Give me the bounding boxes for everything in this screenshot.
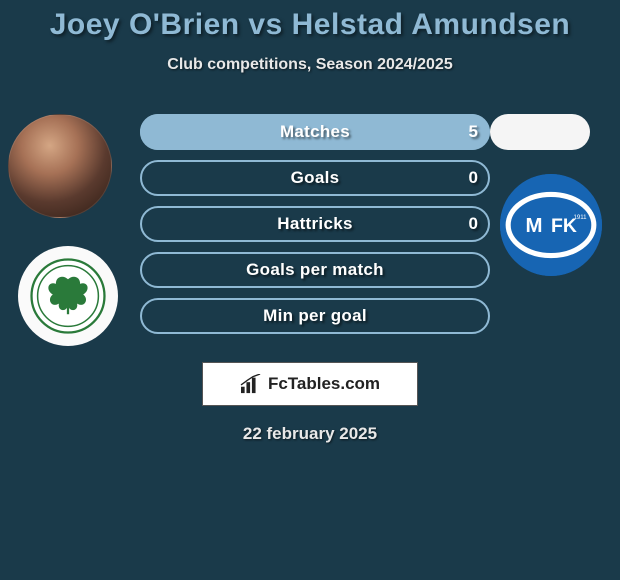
bar-outline bbox=[140, 160, 490, 196]
bar-outline bbox=[140, 252, 490, 288]
svg-text:M: M bbox=[526, 215, 543, 237]
stat-row: Min per goal bbox=[140, 298, 490, 334]
stats-area: M FK 1911 Matches5 Goals0 Hattricks0 Goals … bbox=[0, 114, 620, 344]
club-left-badge bbox=[18, 246, 118, 346]
stat-row: Goals0 bbox=[140, 160, 490, 196]
bar-fill bbox=[140, 114, 490, 150]
player-right-placeholder bbox=[490, 114, 590, 150]
date-label: 22 february 2025 bbox=[0, 424, 620, 444]
subtitle: Club competitions, Season 2024/2025 bbox=[0, 56, 620, 74]
stat-row: Hattricks0 bbox=[140, 206, 490, 242]
stat-bars: Matches5 Goals0 Hattricks0 Goals per match M… bbox=[140, 114, 490, 334]
bars-chart-icon bbox=[240, 374, 262, 394]
fctables-logo[interactable]: FcTables.com bbox=[202, 362, 418, 406]
player-left-avatar bbox=[8, 114, 112, 218]
bar-outline bbox=[140, 206, 490, 242]
bar-outline bbox=[140, 298, 490, 334]
shamrock-rovers-icon bbox=[30, 258, 106, 334]
logo-text: FcTables.com bbox=[268, 374, 380, 394]
comparison-card: Joey O'Brien vs Helstad Amundsen Club co… bbox=[0, 0, 620, 580]
svg-text:1911: 1911 bbox=[573, 214, 587, 221]
stat-row: Matches5 bbox=[140, 114, 490, 150]
page-title: Joey O'Brien vs Helstad Amundsen bbox=[0, 8, 620, 42]
club-right-badge: M FK 1911 bbox=[500, 174, 602, 276]
molde-fk-icon: M FK 1911 bbox=[500, 174, 602, 276]
stat-row: Goals per match bbox=[140, 252, 490, 288]
